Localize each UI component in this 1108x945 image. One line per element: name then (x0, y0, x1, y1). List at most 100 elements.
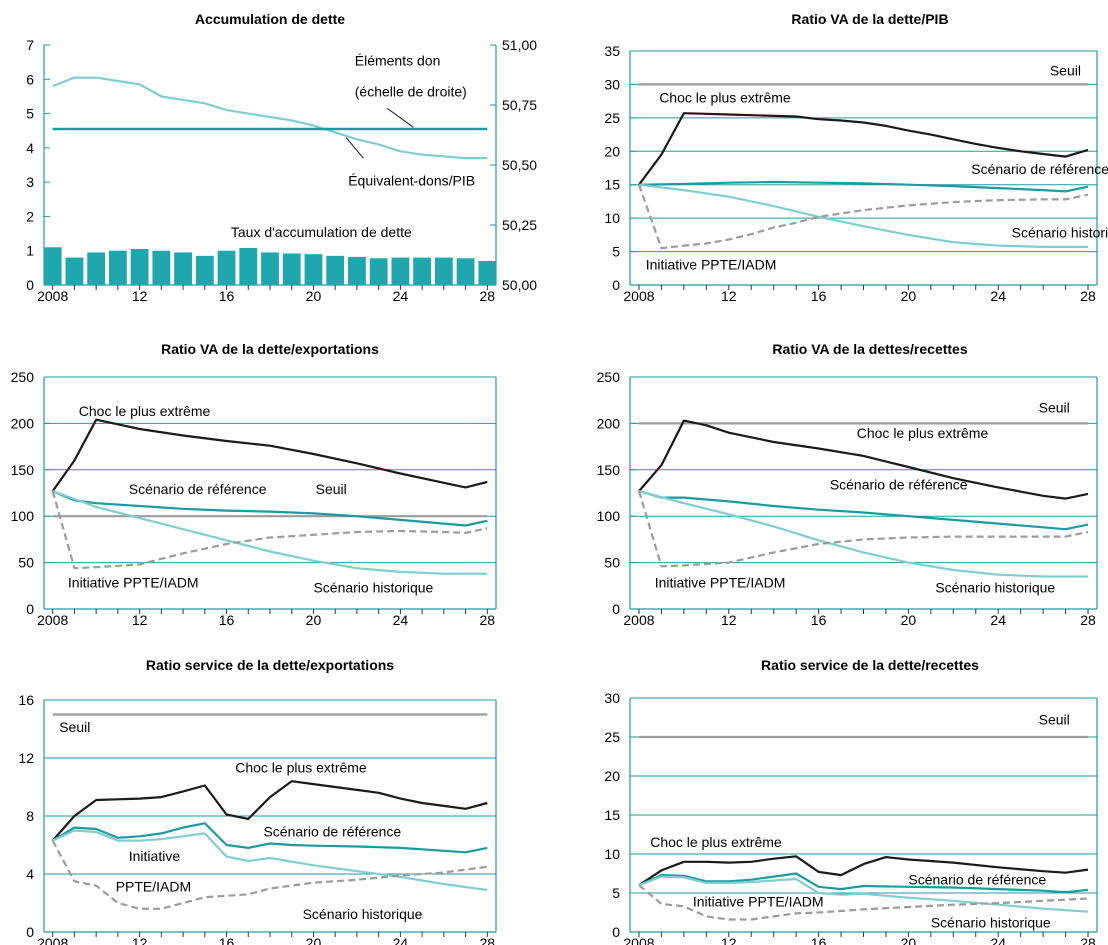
x-tick-label: 2008 (623, 288, 654, 304)
bar (413, 257, 432, 285)
series-annotation: Éléments don (355, 53, 441, 69)
bar (261, 252, 279, 285)
y2-tick-label: 50,00 (502, 277, 537, 293)
y-tick-label: 0 (26, 924, 34, 940)
series-line (638, 872, 1089, 894)
y-tick-label: 5 (612, 244, 620, 260)
series-annotation: (échelle de droite) (355, 83, 467, 99)
series-annotation: Choc le plus extrême (857, 425, 989, 441)
x-tick-label: 28 (1080, 612, 1096, 628)
series-annotation: Scénario historique (931, 914, 1051, 930)
series-annotation: Initiative PPTE/IADM (655, 575, 786, 591)
series-annotation: Initiative PPTE/IADM (68, 575, 199, 591)
bar (87, 252, 106, 285)
series-annotation: Initiative PPTE/IADM (693, 893, 824, 909)
x-tick-label: 20 (901, 612, 917, 628)
x-tick-label: 16 (811, 612, 827, 628)
panel-p1: Accumulation de dette0123456750,0050,255… (26, 11, 537, 304)
leader-line (387, 108, 414, 128)
series-line (51, 840, 488, 910)
y-tick-label: 6 (26, 71, 34, 87)
x-tick-label: 12 (721, 935, 737, 945)
y-tick-label: 16 (18, 692, 34, 708)
y-tick-label: 0 (612, 601, 620, 617)
y-tick-label: 0 (612, 924, 620, 940)
x-tick-label: 20 (901, 288, 917, 304)
y2-tick-label: 51,00 (502, 37, 537, 53)
series-line (52, 829, 488, 892)
x-tick-label: 16 (811, 288, 827, 304)
y-tick-label: 10 (604, 846, 620, 862)
y-tick-label: 200 (597, 415, 621, 431)
series-line (638, 855, 1089, 887)
x-tick-label: 2008 (37, 612, 68, 628)
panel-p6: Ratio service de la dette/recettes 0 5 10 15… (604, 657, 1098, 945)
x-tick-label: 20 (306, 935, 322, 945)
series-annotation: Scénario historique (935, 579, 1055, 595)
y-tick-label: 25 (604, 729, 620, 745)
series-annotation: Scénario historique (303, 906, 423, 922)
series-line (638, 875, 1089, 913)
series-line (637, 184, 1089, 250)
bar (239, 247, 258, 285)
series-annotation: Scénario de référence (908, 871, 1046, 887)
y-tick-label: 2 (26, 208, 34, 224)
panel-p2: Ratio VA de la dette/PIB 0 5 10 15 20 25 30 35 20… (604, 11, 1108, 304)
y-tick-label: 8 (26, 808, 34, 824)
x-tick-label: 28 (480, 935, 496, 945)
series-line (637, 490, 1089, 568)
bar (434, 257, 453, 285)
x-tick-label: 2008 (37, 935, 68, 945)
series-line (51, 418, 488, 492)
series-annotation: Équivalent-dons/PIB (348, 173, 475, 189)
y-tick-label: 250 (11, 369, 35, 385)
y-tick-label: 4 (26, 866, 34, 882)
series-annotation: Seuil (59, 719, 90, 735)
series-annotation: Scénario de référence (830, 476, 968, 492)
x-tick-label: 20 (901, 935, 917, 945)
y2-tick-label: 50,50 (502, 157, 537, 173)
x-tick-label: 2008 (623, 935, 654, 945)
panel-title: Ratio VA de la dette/PIB (791, 11, 948, 27)
y-tick-label: 0 (26, 601, 34, 617)
y-tick-label: 20 (604, 143, 620, 159)
series-annotation: Taux d'accumulation de dette (231, 224, 412, 240)
x-tick-label: 12 (132, 288, 148, 304)
bar (304, 254, 323, 285)
series-line (51, 490, 488, 570)
series-annotation: Scénario historique (1012, 225, 1108, 241)
x-tick-label: 28 (480, 612, 496, 628)
series-line (52, 490, 488, 575)
bar (456, 258, 475, 285)
panel-title: Ratio VA de la dette/exportations (161, 341, 379, 357)
y-tick-label: 100 (597, 508, 621, 524)
series-line (638, 490, 1088, 578)
leader-line (345, 137, 364, 159)
series-annotation: Initiative (129, 848, 181, 864)
panel-p5: Ratio service de la dette/exportations 0 4… (18, 657, 497, 945)
x-tick-label: 16 (219, 612, 235, 628)
series-line (52, 822, 488, 854)
x-tick-label: 12 (721, 612, 737, 628)
series-annotation: Choc le plus extrême (659, 89, 791, 105)
bar (108, 250, 127, 285)
x-tick-label: 28 (1080, 935, 1096, 945)
series-line (638, 183, 1088, 248)
y-tick-label: 0 (612, 277, 620, 293)
series-annotation: Choc le plus extrême (650, 834, 782, 850)
y-tick-label: 35 (604, 43, 620, 59)
y-tick-label: 250 (597, 369, 621, 385)
y-tick-label: 50 (604, 555, 620, 571)
y-tick-label: 5 (612, 885, 620, 901)
series-annotation: Scénario de référence (263, 823, 401, 839)
series-line (638, 180, 1089, 193)
panel-title: Ratio VA de la dettes/recettes (772, 341, 968, 357)
series-line (638, 490, 1089, 531)
bar (152, 250, 171, 285)
series-line (638, 884, 1089, 921)
y-tick-label: 15 (604, 807, 620, 823)
x-tick-label: 2008 (37, 288, 68, 304)
panel-title: Accumulation de dette (195, 11, 345, 27)
series-annotation: Seuil (316, 481, 347, 497)
